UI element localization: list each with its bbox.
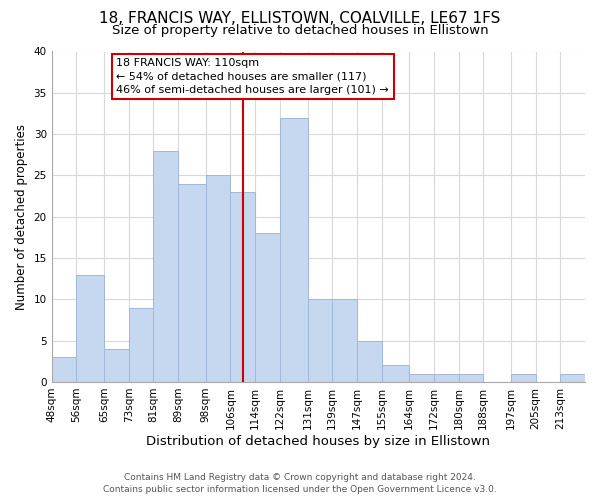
Text: 18 FRANCIS WAY: 110sqm
← 54% of detached houses are smaller (117)
46% of semi-de: 18 FRANCIS WAY: 110sqm ← 54% of detached… [116, 58, 389, 94]
Bar [458, 374, 483, 382]
X-axis label: Distribution of detached houses by size in Ellistown: Distribution of detached houses by size … [146, 434, 490, 448]
Bar [178, 184, 206, 382]
Bar [511, 374, 536, 382]
Bar [104, 349, 129, 382]
Bar [357, 340, 382, 382]
Text: Contains HM Land Registry data © Crown copyright and database right 2024.
Contai: Contains HM Land Registry data © Crown c… [103, 472, 497, 494]
Bar [154, 150, 178, 382]
Bar [434, 374, 458, 382]
Bar [560, 374, 585, 382]
Bar [382, 366, 409, 382]
Bar [409, 374, 434, 382]
Text: Size of property relative to detached houses in Ellistown: Size of property relative to detached ho… [112, 24, 488, 37]
Bar [129, 308, 154, 382]
Bar [332, 300, 357, 382]
Bar [206, 176, 230, 382]
Bar [230, 192, 255, 382]
Y-axis label: Number of detached properties: Number of detached properties [15, 124, 28, 310]
Bar [52, 357, 76, 382]
Bar [76, 274, 104, 382]
Bar [280, 118, 308, 382]
Text: 18, FRANCIS WAY, ELLISTOWN, COALVILLE, LE67 1FS: 18, FRANCIS WAY, ELLISTOWN, COALVILLE, L… [100, 11, 500, 26]
Bar [255, 234, 280, 382]
Bar [308, 300, 332, 382]
